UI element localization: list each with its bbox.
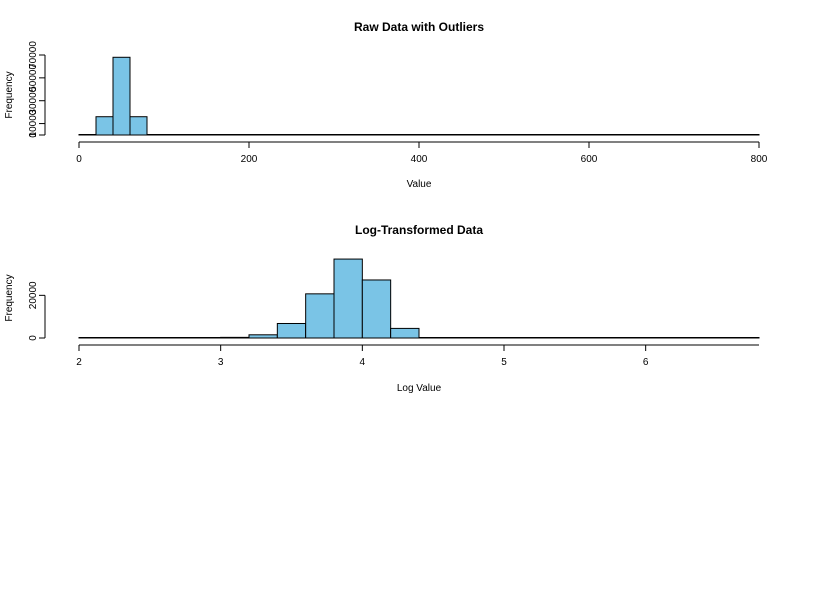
histogram-bar (112, 56, 131, 136)
histogram-bar (588, 134, 607, 136)
histogram-bar (645, 337, 675, 339)
histogram-bar (146, 134, 165, 136)
y-axis-label: Frequency (4, 71, 15, 118)
histogram-bar (367, 134, 386, 136)
histogram-bar (673, 337, 703, 339)
histogram-bar (390, 327, 420, 339)
histogram-bar (639, 134, 658, 136)
y-tick-label: 50000 (28, 64, 39, 92)
histogram-bar (531, 337, 562, 339)
histogram-bar (588, 337, 618, 339)
y-tick-label: 0 (28, 132, 39, 138)
histogram-bar (418, 337, 448, 339)
histogram-bar (486, 134, 505, 136)
chart-title: Log-Transformed Data (355, 223, 483, 237)
histogram-bar (276, 322, 307, 339)
y-tick-label: 10000 (28, 109, 39, 137)
histogram-bar (361, 279, 392, 339)
histogram-bar (503, 134, 522, 136)
histogram-bar (163, 337, 193, 339)
histogram-bar (305, 293, 335, 339)
histogram-bar (299, 134, 318, 136)
histogram-panel-log: 2 3 4 5 6 0 20000 (28, 258, 760, 368)
histogram-bar (673, 134, 692, 136)
x-tick-label: 2 (76, 357, 82, 368)
histogram-bar (622, 134, 641, 136)
histogram-bar (350, 134, 369, 136)
x-tick-label: 200 (241, 154, 258, 165)
histogram-bar (265, 134, 284, 136)
histogram-bar (724, 134, 743, 136)
histogram-bar (475, 337, 505, 339)
histogram-bar (418, 134, 437, 136)
y-tick-label: 30000 (28, 86, 39, 114)
histogram-bar (191, 337, 222, 339)
histogram-bar (435, 134, 454, 136)
histogram-bar (605, 134, 624, 136)
histogram-bar (741, 134, 760, 136)
x-tick-label: 600 (581, 154, 598, 165)
histogram-bar (616, 337, 647, 339)
histogram-bar (333, 134, 352, 136)
histogram-bar (78, 134, 97, 136)
histogram-bar (571, 134, 590, 136)
histogram-bar (520, 134, 539, 136)
y-axis-label: Frequency (4, 274, 15, 321)
x-tick-label: 3 (218, 357, 224, 368)
histogram-bar (452, 134, 471, 136)
x-tick-label: 800 (751, 154, 768, 165)
histogram-bar (135, 337, 165, 339)
histogram-bar (214, 134, 233, 136)
histogram-bar (701, 337, 732, 339)
histogram-bar (197, 134, 216, 136)
chart-title: Raw Data with Outliers (354, 20, 484, 34)
histogram-bar (503, 337, 533, 339)
histogram-bar (106, 337, 137, 339)
y-tick-label: 20000 (28, 281, 39, 309)
histogram-bar (730, 337, 760, 339)
histogram-bar (95, 116, 114, 136)
x-axis-label: Value (407, 179, 432, 190)
x-axis-label: Log Value (397, 383, 442, 394)
histogram-bar (129, 116, 148, 136)
histogram-bar (446, 337, 477, 339)
histogram-bar (401, 134, 420, 136)
histogram-bar (384, 134, 403, 136)
histogram-bar (220, 336, 250, 339)
histogram-bar (248, 334, 278, 339)
histogram-bar (690, 134, 709, 136)
histogram-bar (707, 134, 726, 136)
y-tick-label: 70000 (28, 41, 39, 69)
histogram-bar (560, 337, 590, 339)
histogram-bar (333, 258, 363, 339)
histogram-bar (537, 134, 556, 136)
histogram-bar (554, 134, 573, 136)
x-tick-label: 0 (76, 154, 82, 165)
histogram-bar (163, 134, 182, 136)
y-tick-label: 0 (28, 335, 39, 341)
histogram-bar (231, 134, 250, 136)
histogram-bar (469, 134, 488, 136)
x-tick-label: 400 (411, 154, 428, 165)
histogram-bar (656, 134, 675, 136)
x-tick-label: 6 (643, 357, 649, 368)
x-tick-label: 5 (501, 357, 507, 368)
histogram-bar (248, 134, 267, 136)
histogram-bar (78, 337, 108, 339)
x-tick-label: 4 (360, 357, 366, 368)
histogram-bar (282, 134, 301, 136)
histogram-bar (180, 134, 199, 136)
histogram-bar (316, 134, 335, 136)
